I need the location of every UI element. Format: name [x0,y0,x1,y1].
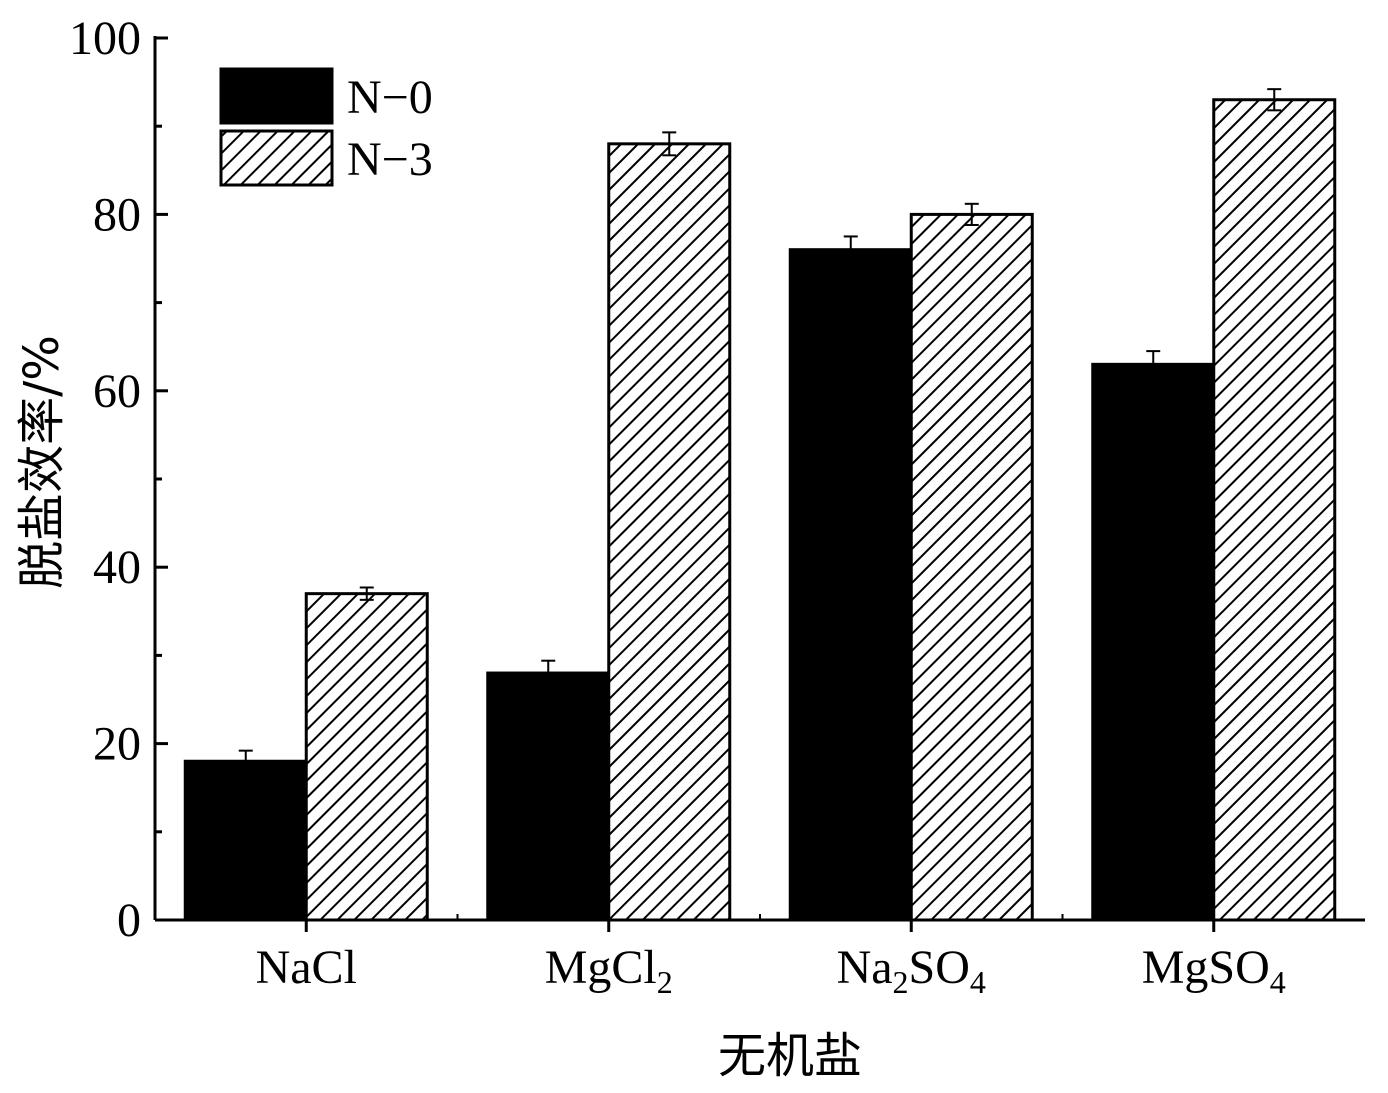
bar [183,759,308,922]
y-tick-label: 100 [69,12,141,65]
bars [183,88,1337,922]
bar [1212,98,1337,922]
bar [486,671,611,922]
legend-label: N−0 [347,71,433,124]
x-tick-label: MgSO4 [1142,941,1286,1000]
bar [788,248,913,922]
y-tick-label: 20 [93,718,141,771]
x-tick-label: NaCl [256,941,357,994]
y-tick-label: 80 [93,188,141,241]
bar [909,212,1034,922]
y-tick-label: 40 [93,541,141,594]
y-axis-title: 脱盐效率/% [14,335,70,589]
x-tick-label: Na2SO4 [837,941,986,1000]
y-tick-label: 0 [117,894,141,947]
x-axis-title: 无机盐 [718,1028,862,1084]
legend-swatch [219,129,334,187]
y-tick-label: 60 [93,365,141,418]
legend-swatch [219,67,334,125]
bar [1091,362,1216,922]
legend-label: N−3 [347,133,433,186]
bar [304,592,429,922]
axes: 0 20 40 60 80 100 NaCl MgCl2 Na2SO4 MgSO4 [69,12,1365,1000]
bar [607,142,732,922]
legend: N−0N−3 [219,67,433,187]
x-tick-label: MgCl2 [545,941,673,1000]
